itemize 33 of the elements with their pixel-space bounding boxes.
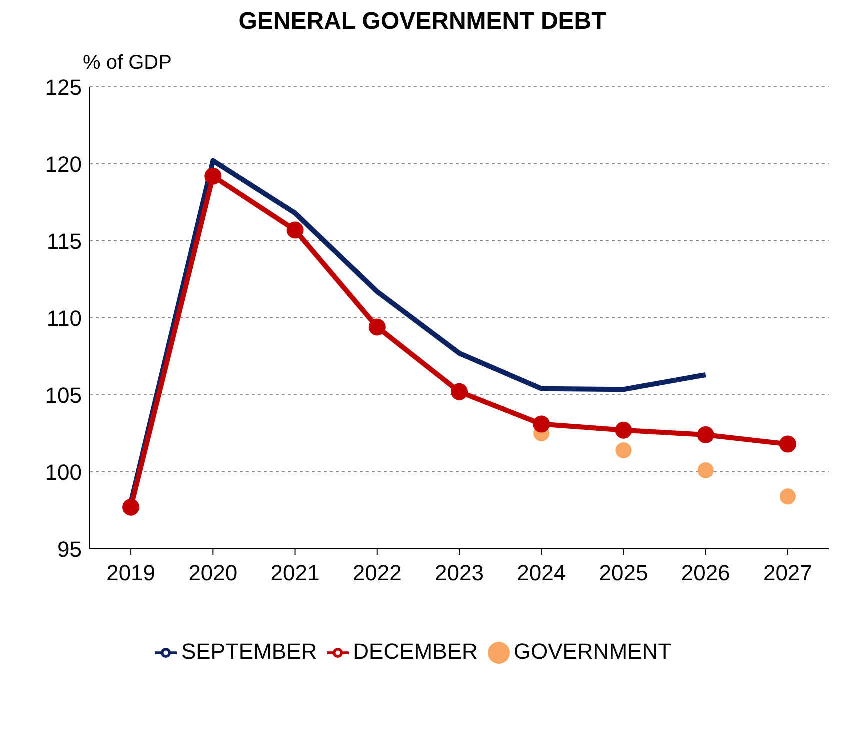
x-tick-label: 2022 [352,560,402,586]
y-tick-label: 115 [46,228,82,254]
chart-title: GENERAL GOVERNMENT DEBT [238,8,608,36]
point [697,426,714,444]
x-tick-label: 2024 [517,560,566,586]
point [615,422,632,439]
point [698,462,714,478]
point [286,222,304,239]
x-tick-label: 2021 [270,560,320,586]
point [616,442,632,458]
point [204,168,222,185]
legend-label: DECEMBER [353,639,478,664]
x-tick-label: 2027 [763,560,812,586]
y-tick-label: 125 [45,74,82,100]
y-tick-label: 120 [45,152,82,177]
x-tick-label: 2023 [435,560,484,586]
point [780,488,796,505]
legend-label: SEPTEMBER [181,639,318,664]
legend-label: GOVERNMENT [514,639,672,664]
point [368,318,386,336]
x-tick-label: 2025 [599,560,648,586]
y-tick-label: 110 [46,306,82,331]
point [451,383,468,400]
y-tick-label: 105 [45,382,82,408]
x-tick-label: 2019 [106,560,156,586]
y-tick-label: 100 [45,460,82,485]
point [122,498,140,516]
y-axis-title: % of GDP [83,52,173,75]
y-tick-label: 95 [58,536,82,562]
x-tick-label: 2020 [188,560,238,586]
x-tick-label: 2026 [681,560,730,586]
point [779,436,796,453]
point [533,416,550,433]
